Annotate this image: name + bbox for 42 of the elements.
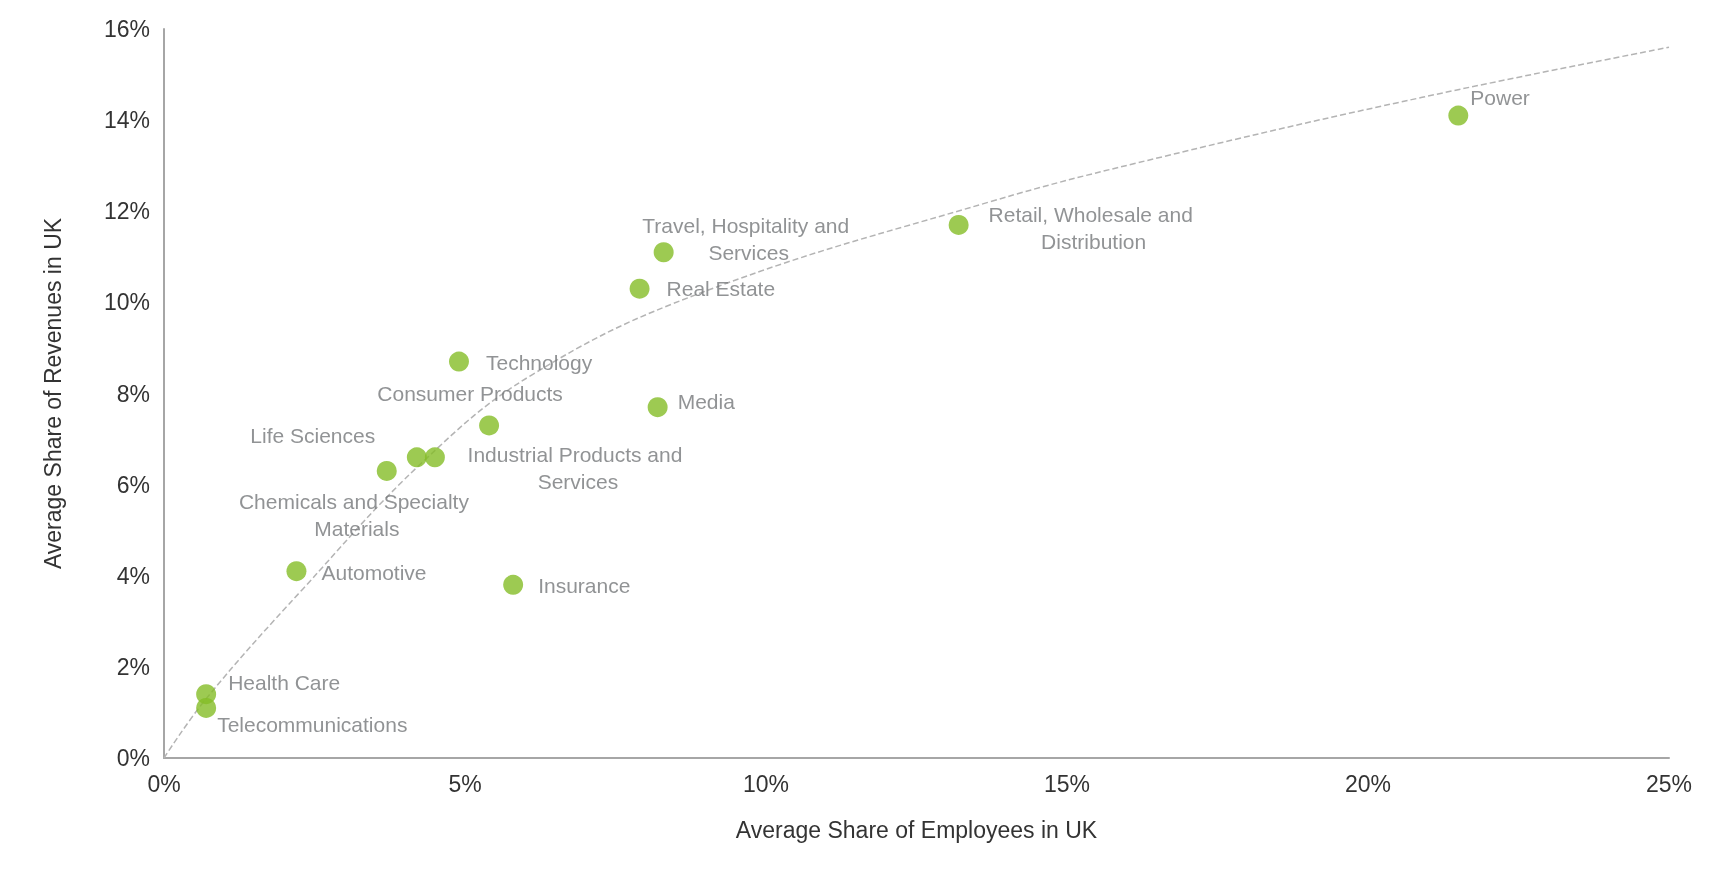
y-tick-label: 0% <box>116 745 150 771</box>
y-tick-label: 8% <box>116 380 150 407</box>
annotation: Travel, Hospitality and Services <box>642 214 856 265</box>
y-axis-title: Average Share of Revenues in UK <box>39 217 66 570</box>
annotation: Telecommunications <box>217 713 408 737</box>
annotation: Technology <box>485 351 593 375</box>
point <box>1448 105 1469 126</box>
x-tick-label: 5% <box>448 770 482 797</box>
point <box>503 574 524 595</box>
y-tick-label: 2% <box>116 653 150 680</box>
annotation: Health Care <box>228 670 341 694</box>
point <box>376 460 397 481</box>
x-tick-label: 0% <box>147 770 181 797</box>
point <box>948 214 969 235</box>
x-tick-label: 10% <box>742 770 790 797</box>
point <box>479 415 500 436</box>
x-tick-label: 25% <box>1645 770 1693 797</box>
annotation: Media <box>677 389 736 413</box>
point <box>647 397 668 418</box>
x-axis-title: Average Share of Employees in UK <box>735 816 1098 843</box>
point <box>196 697 217 718</box>
x-tick-label: 15% <box>1043 770 1091 797</box>
point <box>449 351 469 372</box>
point <box>653 242 674 263</box>
x-tick-label: 20% <box>1344 770 1392 797</box>
annotation: Life Sciences <box>250 424 376 448</box>
point <box>424 447 445 468</box>
annotation: Automotive <box>321 560 427 584</box>
annotation: Retail, Wholesale and Distribution <box>988 202 1199 253</box>
annotation: Power <box>1470 86 1530 110</box>
y-tick-label: 16% <box>103 16 150 42</box>
y-tick-label: 4% <box>116 562 150 589</box>
y-tick-label: 6% <box>116 471 150 498</box>
annotation: Consumer Products <box>377 381 563 405</box>
point <box>629 278 650 299</box>
point <box>286 561 307 582</box>
point <box>406 447 427 468</box>
annotation: Real Estate <box>666 277 776 301</box>
y-tick-label: 14% <box>103 107 150 134</box>
annotation: Insurance <box>538 574 631 598</box>
y-tick-label: 12% <box>103 198 150 225</box>
y-tick-label: 10% <box>103 289 150 316</box>
